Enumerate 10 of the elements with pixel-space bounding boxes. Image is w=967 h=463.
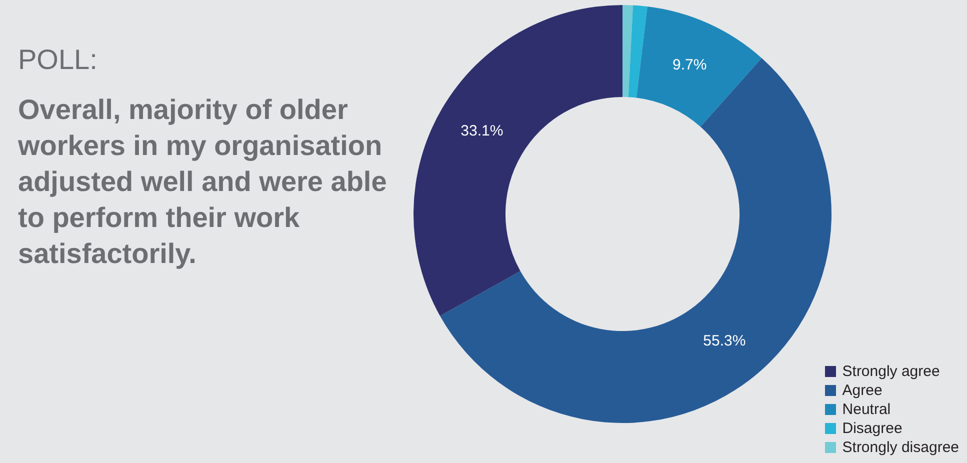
data-label: 9.7% — [672, 56, 707, 74]
text: Overall, majority of older workers in my organisation adjusted well and were able to perform their work satisfactorily. — [18, 93, 388, 271]
legend-label: Agree — [842, 381, 882, 400]
legend-label: Neutral — [842, 400, 891, 419]
legend-label: Disagree — [842, 419, 902, 438]
legend-label: Strongly agree — [842, 362, 940, 381]
data-label: 55.3% — [703, 332, 746, 350]
legend-label: Strongly disagree — [842, 438, 959, 457]
data-label: 33.1% — [460, 122, 504, 140]
text: POLL: — [18, 44, 98, 76]
